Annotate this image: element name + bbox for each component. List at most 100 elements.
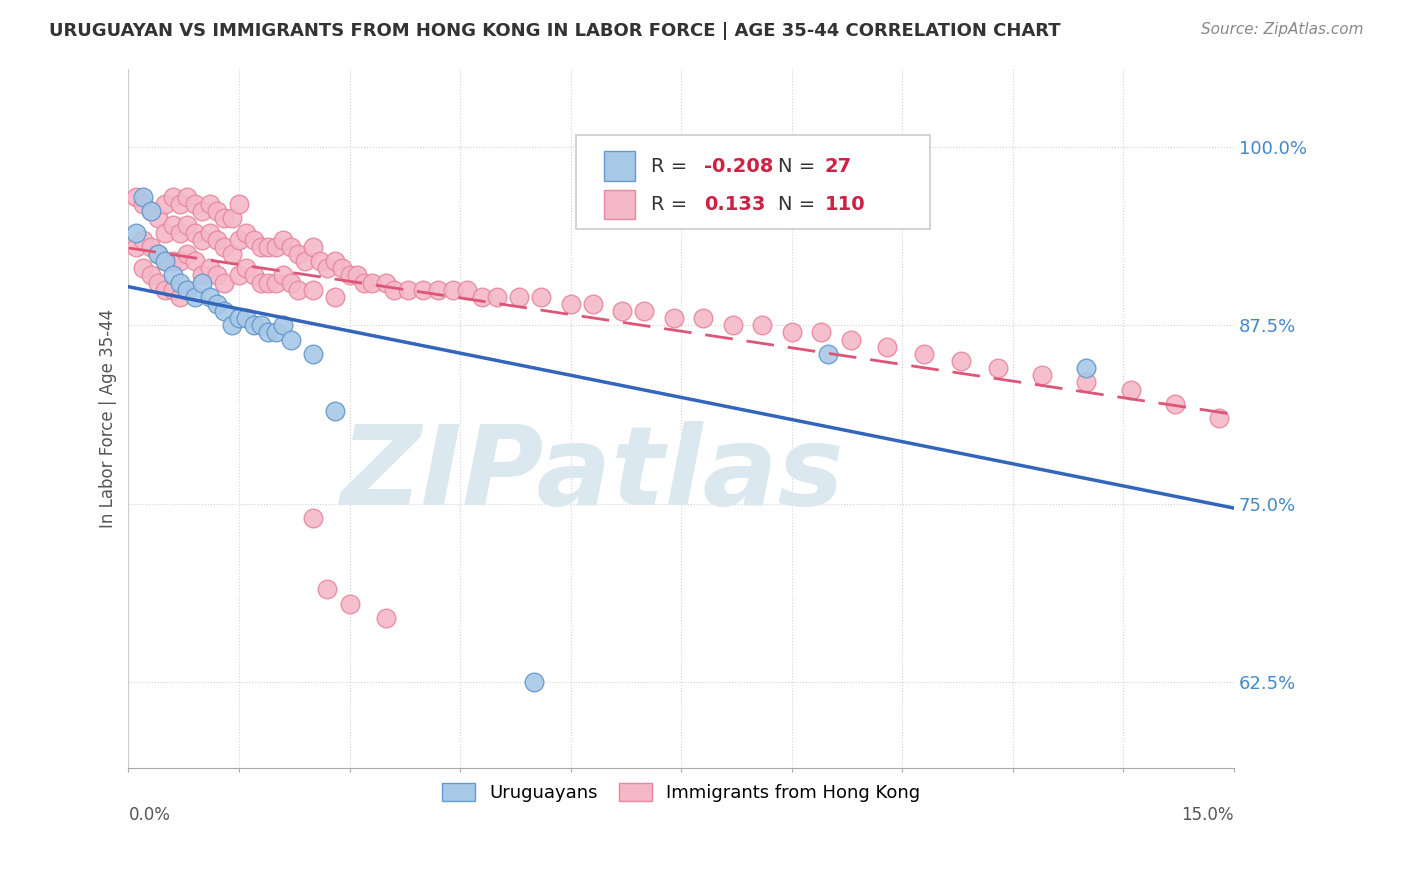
- Point: [155, 254, 177, 268]
- Point: [456, 283, 478, 297]
- Point: [191, 268, 214, 283]
- Point: [280, 333, 302, 347]
- Point: [198, 226, 221, 240]
- Point: [162, 283, 184, 297]
- Point: [346, 268, 368, 283]
- Point: [280, 276, 302, 290]
- Text: N =: N =: [779, 195, 815, 214]
- Point: [360, 276, 382, 290]
- Point: [214, 211, 236, 226]
- Point: [125, 240, 148, 254]
- Point: [184, 254, 207, 268]
- Text: 0.133: 0.133: [704, 195, 766, 214]
- Point: [301, 283, 323, 297]
- Point: [162, 254, 184, 268]
- Point: [1031, 368, 1053, 383]
- Point: [169, 197, 191, 211]
- Point: [287, 283, 309, 297]
- Text: -0.208: -0.208: [704, 157, 773, 176]
- Point: [184, 290, 207, 304]
- Point: [214, 240, 236, 254]
- Point: [139, 240, 162, 254]
- Point: [228, 311, 250, 326]
- Point: [441, 283, 464, 297]
- Point: [375, 276, 398, 290]
- Point: [235, 226, 257, 240]
- Point: [301, 240, 323, 254]
- Point: [264, 326, 287, 340]
- Text: R =: R =: [651, 157, 688, 176]
- Point: [412, 283, 434, 297]
- Point: [228, 268, 250, 283]
- Point: [198, 261, 221, 276]
- Point: [242, 268, 264, 283]
- Point: [162, 190, 184, 204]
- Point: [339, 597, 361, 611]
- Point: [132, 197, 155, 211]
- Point: [471, 290, 494, 304]
- Point: [221, 247, 243, 261]
- Point: [169, 276, 191, 290]
- Point: [280, 240, 302, 254]
- Point: [485, 290, 508, 304]
- Point: [264, 276, 287, 290]
- Text: 15.0%: 15.0%: [1181, 806, 1234, 824]
- Point: [294, 254, 316, 268]
- Point: [271, 268, 294, 283]
- Point: [398, 283, 420, 297]
- Point: [132, 233, 155, 247]
- Point: [214, 276, 236, 290]
- Point: [191, 204, 214, 219]
- Point: [323, 290, 346, 304]
- Point: [780, 326, 803, 340]
- Text: 110: 110: [825, 195, 866, 214]
- Point: [1208, 411, 1230, 425]
- Point: [264, 240, 287, 254]
- Point: [191, 276, 214, 290]
- Point: [176, 283, 198, 297]
- Point: [330, 261, 353, 276]
- Point: [323, 254, 346, 268]
- Point: [139, 268, 162, 283]
- Point: [228, 233, 250, 247]
- Point: [1076, 376, 1098, 390]
- Point: [316, 261, 339, 276]
- FancyBboxPatch shape: [576, 135, 929, 229]
- Text: ZIPatlas: ZIPatlas: [340, 420, 845, 527]
- Point: [146, 247, 169, 261]
- Point: [250, 276, 273, 290]
- Point: [250, 240, 273, 254]
- Point: [692, 311, 714, 326]
- Text: 27: 27: [825, 157, 852, 176]
- Point: [191, 233, 214, 247]
- Point: [242, 318, 264, 333]
- Point: [132, 190, 155, 204]
- Point: [257, 276, 280, 290]
- Point: [751, 318, 773, 333]
- Bar: [603, 152, 634, 181]
- Point: [184, 197, 207, 211]
- Point: [242, 233, 264, 247]
- Y-axis label: In Labor Force | Age 35-44: In Labor Force | Age 35-44: [100, 309, 117, 528]
- Point: [721, 318, 744, 333]
- Point: [323, 404, 346, 418]
- Point: [176, 190, 198, 204]
- Point: [287, 247, 309, 261]
- Point: [662, 311, 685, 326]
- Point: [839, 333, 862, 347]
- Point: [1119, 383, 1142, 397]
- Point: [125, 226, 148, 240]
- Point: [198, 197, 221, 211]
- Point: [221, 211, 243, 226]
- Point: [139, 204, 162, 219]
- Point: [205, 297, 228, 311]
- Point: [582, 297, 605, 311]
- Point: [184, 226, 207, 240]
- Point: [353, 276, 375, 290]
- Point: [1076, 361, 1098, 376]
- Point: [155, 226, 177, 240]
- Point: [560, 297, 582, 311]
- Point: [169, 254, 191, 268]
- Point: [146, 211, 169, 226]
- Point: [382, 283, 405, 297]
